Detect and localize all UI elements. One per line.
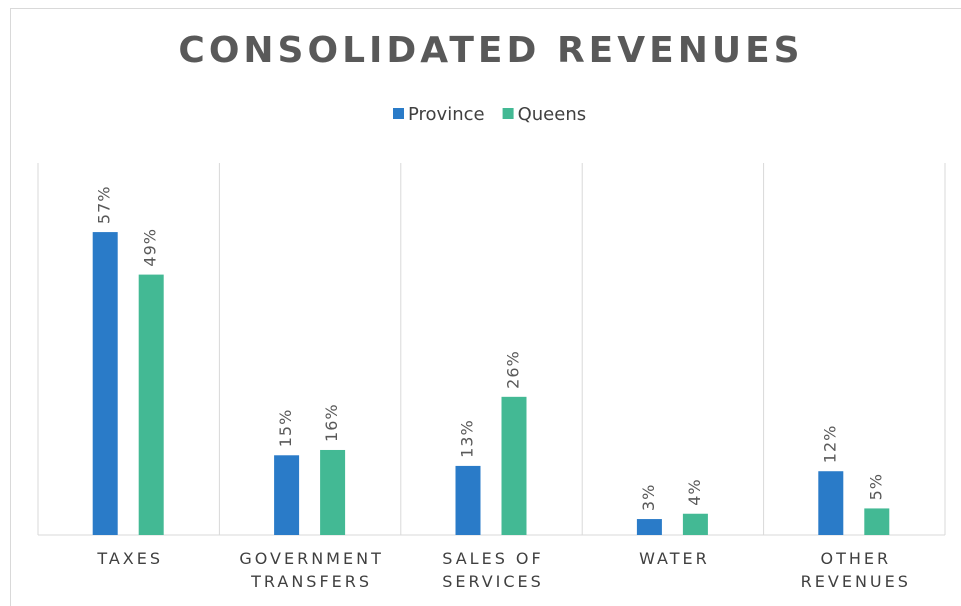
bar bbox=[501, 396, 527, 535]
x-tick-label: WATER bbox=[639, 549, 710, 568]
x-tick-label: OTHER REVENUES bbox=[800, 549, 911, 591]
bar bbox=[455, 465, 481, 535]
bar bbox=[320, 449, 346, 535]
x-tick-label: TAXES bbox=[97, 549, 164, 568]
data-label: 3% bbox=[639, 484, 658, 511]
legend-swatch bbox=[393, 108, 404, 119]
bar bbox=[138, 274, 164, 535]
bar bbox=[636, 519, 662, 535]
legend-label: Queens bbox=[518, 104, 587, 125]
data-label: 26% bbox=[504, 350, 523, 389]
bar bbox=[274, 455, 300, 535]
x-tick-label: GOVERNMENT TRANSFERS bbox=[239, 549, 384, 591]
data-label: 5% bbox=[866, 473, 885, 500]
bar bbox=[864, 508, 890, 535]
x-tick-label: SALES OF SERVICES bbox=[442, 549, 544, 591]
data-label: 15% bbox=[276, 409, 295, 448]
data-label: 49% bbox=[141, 228, 160, 267]
legend-label: Province bbox=[408, 104, 485, 125]
chart-title: CONSOLIDATED REVENUES bbox=[178, 30, 803, 71]
bar bbox=[818, 471, 844, 535]
data-label: 16% bbox=[322, 403, 341, 442]
chart-border bbox=[10, 8, 961, 606]
data-label: 4% bbox=[685, 478, 704, 505]
bar bbox=[682, 513, 708, 535]
data-label: 57% bbox=[95, 186, 114, 225]
legend-swatch bbox=[502, 108, 514, 119]
data-label: 12% bbox=[820, 425, 839, 464]
data-label: 13% bbox=[458, 419, 477, 458]
bar bbox=[92, 232, 118, 536]
